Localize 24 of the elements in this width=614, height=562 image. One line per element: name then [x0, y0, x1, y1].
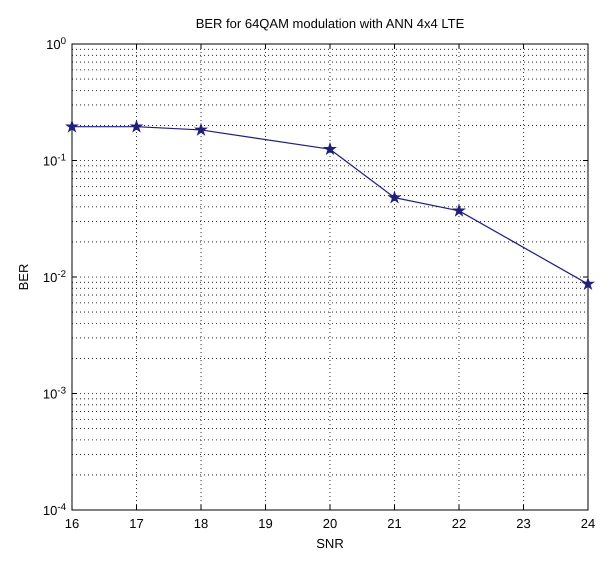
x-axis-title: SNR — [316, 536, 344, 551]
y-tick-label: 10$^{-2}$ — [42, 268, 66, 285]
x-tick-label: 23 — [516, 516, 531, 531]
point — [452, 204, 466, 216]
x-tick-label: 21 — [387, 516, 402, 531]
x-tick-label: 22 — [452, 516, 466, 531]
point — [582, 277, 594, 290]
x-tick-label: 24 — [580, 516, 596, 531]
x-tick-label: 20 — [322, 516, 338, 531]
point — [324, 142, 336, 155]
point — [66, 120, 78, 132]
x-tick-label: 18 — [194, 516, 208, 531]
y-tick-label: 10$^{0}$ — [46, 36, 67, 52]
point — [194, 123, 208, 136]
point — [388, 191, 401, 204]
chart-title: BER for 64QAM modulation with ANN 4x4 LTE — [196, 16, 465, 31]
y-tick-label: 10$^{-3}$ — [42, 385, 66, 402]
y-tick-label: 10$^{-1}$ — [42, 152, 66, 168]
y-axis-title: BER — [16, 264, 31, 290]
point — [130, 120, 143, 132]
x-tick-label: 17 — [129, 516, 144, 531]
y-tick-label: 10$^{-4}$ — [42, 502, 67, 518]
x-tick-label: 19 — [258, 516, 273, 531]
x-tick-label: 16 — [64, 516, 80, 531]
